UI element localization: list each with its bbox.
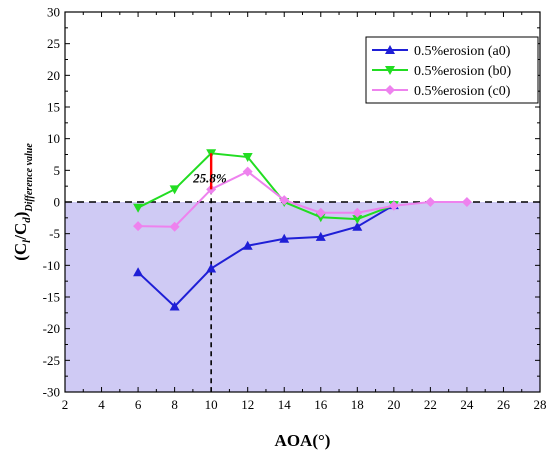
- legend-label: 0.5%erosion (a0): [414, 44, 511, 59]
- y-tick-label: -15: [43, 290, 60, 305]
- x-tick-label: 2: [62, 397, 69, 412]
- x-tick-label: 16: [314, 397, 328, 412]
- data-point: [425, 197, 436, 207]
- y-axis-title-sub: Difference value: [24, 143, 35, 213]
- data-point: [242, 166, 253, 177]
- legend-marker: [385, 45, 395, 54]
- data-point: [133, 203, 144, 213]
- y-tick-label: -5: [49, 226, 60, 241]
- y-tick-label: -20: [43, 321, 60, 336]
- y-tick-label: 25: [47, 36, 60, 51]
- x-tick-label: 18: [351, 397, 364, 412]
- x-tick-label: 24: [460, 397, 474, 412]
- x-axis-title: AOA(°): [275, 431, 331, 450]
- data-point: [352, 207, 363, 218]
- data-point: [461, 197, 472, 207]
- x-tick-label: 14: [278, 397, 292, 412]
- data-point: [169, 221, 180, 232]
- data-point: [315, 207, 326, 218]
- data-point: [169, 185, 180, 195]
- x-tick-label: 10: [205, 397, 218, 412]
- series-layer: [133, 149, 472, 311]
- y-axis-title: (Cl/Cd)Difference value: [11, 143, 35, 261]
- y-axis-title-part: ): [11, 212, 30, 218]
- legend: 0.5%erosion (a0) 0.5%erosion (b0) 0.5%eros…: [365, 36, 539, 104]
- y-tick-label: 10: [47, 131, 60, 146]
- x-tick-label: 6: [135, 397, 142, 412]
- x-tick-label: 8: [171, 397, 178, 412]
- x-tick-label: 22: [424, 397, 437, 412]
- y-tick-label: -10: [43, 258, 60, 273]
- annotation-label: 25.8%: [192, 171, 227, 186]
- series-line: [138, 170, 467, 228]
- y-tick-label: 15: [47, 100, 60, 115]
- y-tick-label: 30: [47, 5, 60, 20]
- x-tick-label: 28: [534, 397, 547, 412]
- y-axis-title-sub: d: [21, 217, 33, 223]
- legend-marker: [385, 66, 395, 75]
- y-tick-label: 20: [47, 68, 60, 83]
- tick-labels: 2 4 6 8 10 12 14 16 18 20 22 24 26 28-30-25-20-15-10-…: [43, 5, 547, 413]
- data-point: [315, 231, 326, 241]
- y-tick-label: 0: [54, 195, 61, 210]
- data-point: [279, 233, 290, 243]
- negative-region-shading: [65, 202, 540, 392]
- data-point: [352, 221, 363, 231]
- data-point: [352, 215, 363, 225]
- data-point: [388, 200, 399, 211]
- series-line: [137, 152, 395, 221]
- data-point: [169, 301, 180, 311]
- y-axis-title-part: /C: [11, 223, 30, 241]
- legend-items: 0.5%erosion (a0) 0.5%erosion (b0) 0.5%eros…: [372, 44, 512, 99]
- y-tick-label: 5: [54, 163, 61, 178]
- data-point: [242, 153, 253, 163]
- series-line: [137, 204, 395, 308]
- legend-label: 0.5%erosion (b0): [414, 64, 512, 79]
- y-axis-title-sub: l: [21, 239, 33, 243]
- data-point: [206, 263, 217, 273]
- x-tick-label: 4: [98, 397, 105, 412]
- y-axis-title-part: (C: [11, 243, 30, 261]
- data-point: [133, 267, 144, 277]
- legend-label: 0.5%erosion (c0): [414, 84, 511, 99]
- legend-marker: [385, 85, 395, 95]
- y-tick-label: -25: [43, 353, 60, 368]
- x-tick-label: 26: [497, 397, 511, 412]
- x-tick-label: 12: [241, 397, 254, 412]
- y-tick-label: -30: [43, 385, 60, 400]
- data-point: [279, 195, 290, 206]
- x-tick-label: 20: [387, 397, 400, 412]
- data-point: [242, 240, 253, 250]
- data-point: [133, 221, 144, 232]
- plot-frame: [64, 11, 541, 393]
